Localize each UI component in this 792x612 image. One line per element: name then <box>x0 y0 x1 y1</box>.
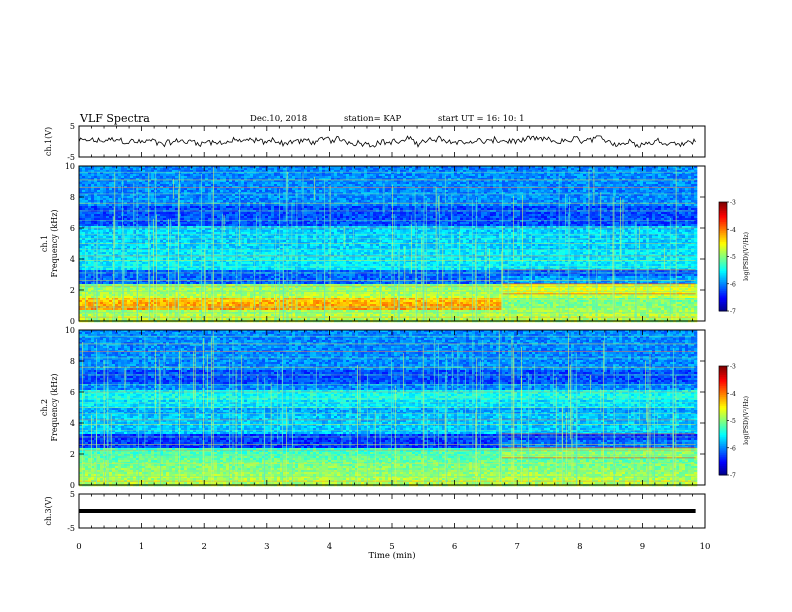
yaxis-title: ch.1(V) <box>44 127 53 156</box>
ytick-label: 4 <box>70 419 75 428</box>
colorbar-label: log(PSD)(V²/Hz) <box>743 232 750 281</box>
ytick-label: 2 <box>70 450 75 459</box>
colorbar-tick: -5 <box>730 254 736 261</box>
colorbar-label: log(PSD)(V²/Hz) <box>743 396 750 445</box>
colorbar-tick: -6 <box>730 445 736 452</box>
ytick-label: 8 <box>70 193 75 202</box>
ytick-label: 10 <box>65 162 75 171</box>
xtick-label: 4 <box>327 542 332 552</box>
colorbar-tick: -3 <box>730 364 736 371</box>
ytick-label: 6 <box>70 388 75 397</box>
colorbar-tick: -7 <box>730 309 736 316</box>
ytick-label: 0 <box>70 481 75 490</box>
ytick-label: 10 <box>65 326 75 335</box>
xtick-label: 2 <box>201 542 206 552</box>
xtick-label: 10 <box>700 542 711 552</box>
xtick-label: 8 <box>577 542 582 552</box>
xtick-label: 7 <box>514 542 519 552</box>
yaxis-title: Frequency (kHz) <box>50 373 59 441</box>
channel-label: ch.1 <box>40 235 49 252</box>
xtick-label: 1 <box>139 542 144 552</box>
ytick-label: 2 <box>70 286 75 295</box>
ytick-label: 0 <box>70 317 75 326</box>
spectrogram-1 <box>79 166 697 322</box>
ch1-waveform <box>79 136 696 147</box>
colorbar-tick: -4 <box>730 227 736 234</box>
ytick-label: 5 <box>70 490 75 499</box>
ch1-trace <box>79 136 696 147</box>
channel-label: ch.2 <box>40 399 49 416</box>
yaxis-title: ch.3(V) <box>44 496 53 525</box>
colorbar-tick: -7 <box>730 473 736 480</box>
colorbar: -3 -4 -5 -6 -7 log(PSD)(V²/Hz) <box>719 200 750 316</box>
colorbar: -3 -4 -5 -6 -7 log(PSD)(V²/Hz) <box>719 364 750 480</box>
colorbar-tick: -5 <box>730 418 736 425</box>
xtick-label: 0 <box>76 542 81 552</box>
ytick-label: 4 <box>70 255 75 264</box>
spectrogram-2 <box>79 330 697 486</box>
ytick-label: 6 <box>70 224 75 233</box>
xtick-label: 6 <box>452 542 457 552</box>
yaxis-title: Frequency (kHz) <box>50 209 59 277</box>
ytick-label: 5 <box>70 122 75 131</box>
xaxis-title: Time (min) <box>368 550 415 561</box>
xtick-label: 3 <box>264 542 269 552</box>
colorbar-tick: -4 <box>730 391 736 398</box>
xtick-label: 9 <box>640 542 645 552</box>
colorbar-tick: -6 <box>730 281 736 288</box>
colorbar-tick: -3 <box>730 200 736 207</box>
ytick-label: -5 <box>67 524 75 533</box>
ytick-label: 8 <box>70 357 75 366</box>
ytick-label: -5 <box>67 153 75 162</box>
